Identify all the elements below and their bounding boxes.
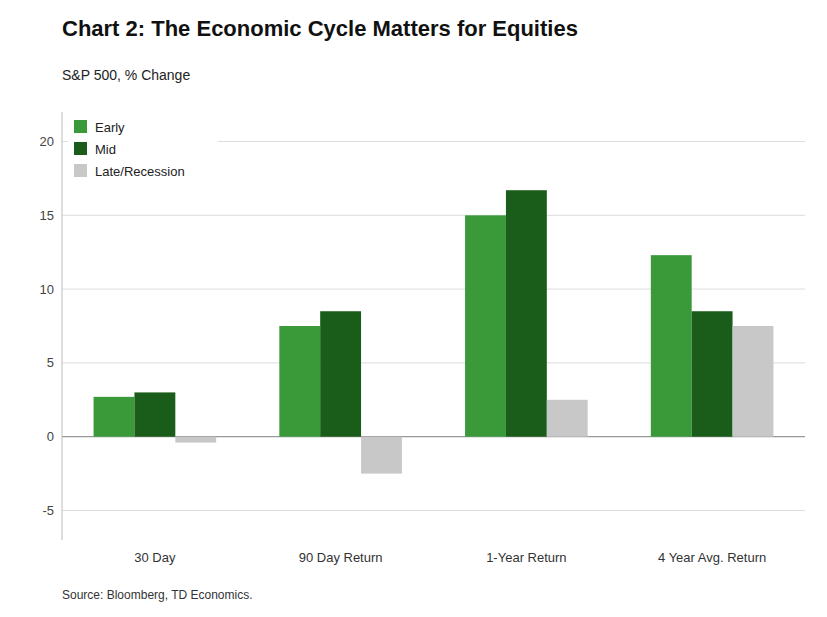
grid-line [62,510,805,511]
legend-swatch [74,142,87,155]
y-tick-label: 20 [40,134,54,149]
bar [175,437,216,443]
grid [62,142,805,511]
legend: Early Mid Late/Recession [68,114,218,188]
bar [547,400,588,437]
bar [279,326,320,437]
x-tick-label: 30 Day [134,550,176,565]
legend-label: Late/Recession [95,164,185,179]
chart: Chart 2: The Economic Cycle Matters for … [0,0,827,617]
y-tick-label: 10 [40,282,54,297]
legend-label: Mid [95,142,116,157]
bar [320,311,361,436]
grid-line [62,289,805,290]
bar [651,255,692,437]
bar [361,437,402,474]
legend-label: Early [95,120,125,135]
bar [465,215,506,436]
y-tick-label: 5 [47,355,54,370]
x-tick-label: 4 Year Avg. Return [658,550,766,565]
bar [134,392,175,436]
legend-swatch [74,164,87,177]
title: Chart 2: The Economic Cycle Matters for … [62,16,578,41]
x-tick-label: 90 Day Return [299,550,383,565]
legend-swatch [74,120,87,133]
legend-background [68,114,218,188]
bars [94,190,774,473]
grid-line [62,215,805,216]
bar [506,190,547,436]
y-tick-label: -5 [42,503,54,518]
bar [733,326,774,437]
bar [94,397,135,437]
y-tick-label: 0 [47,429,54,444]
y-tick-label: 15 [40,208,54,223]
x-tick-label: 1-Year Return [486,550,566,565]
y-axis-line [62,112,63,540]
bar [692,311,733,436]
subtitle: S&P 500, % Change [62,67,190,83]
source-note: Source: Bloomberg, TD Economics. [62,588,253,602]
